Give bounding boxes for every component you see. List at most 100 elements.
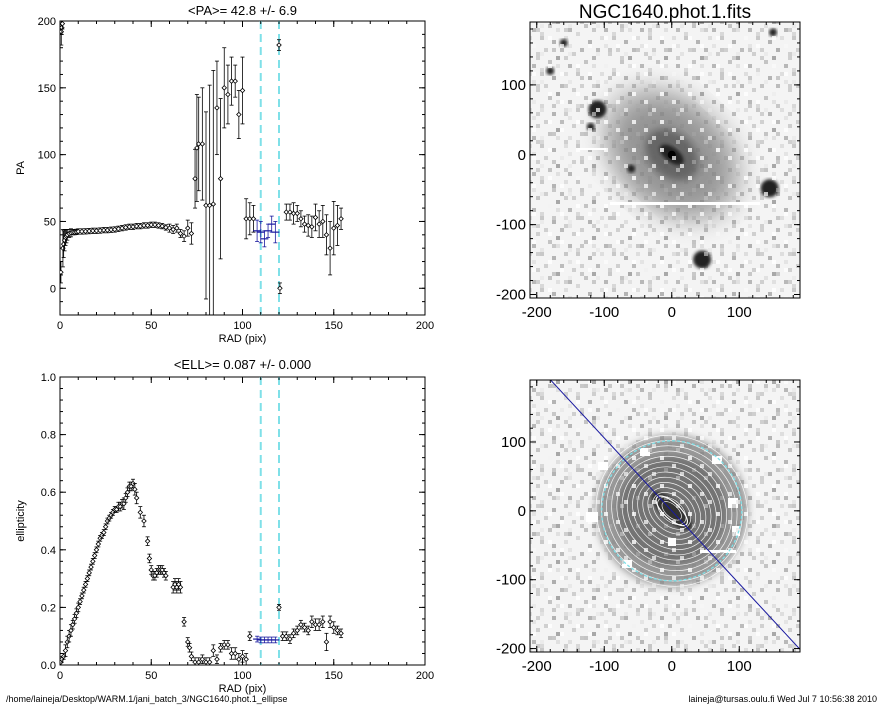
data-point [90, 558, 96, 565]
y-tick-label: -100 [496, 572, 526, 589]
data-point [137, 509, 144, 516]
data-point [119, 225, 125, 231]
data-point [320, 619, 326, 625]
data-point [277, 285, 283, 292]
data-point [236, 111, 242, 118]
x-tick-label: -100 [589, 658, 619, 675]
y-tick-label: 0.6 [41, 487, 56, 499]
y-tick-label: 0 [518, 147, 526, 164]
data-point [177, 584, 184, 591]
data-point [290, 630, 297, 637]
data-point [243, 216, 249, 222]
x-tick-label: 200 [416, 670, 434, 682]
data-point [126, 224, 133, 230]
data-point [334, 627, 341, 634]
y-tick-label: 0.4 [41, 545, 56, 557]
data-point [155, 222, 162, 229]
y-tick-label: 200 [38, 16, 56, 28]
data-point [338, 630, 344, 637]
isophote-ellipse [661, 501, 682, 521]
data-point [170, 226, 176, 233]
ellipticity-chart: 0 50 100 150 200 0.0 0.2 0.4 0.6 0.8 1.0 <ELL>= 0.0… [15, 357, 434, 695]
y-tick-label: 0.0 [41, 660, 56, 672]
data-point [195, 659, 202, 665]
y-tick-label: -200 [496, 287, 526, 304]
data-point [144, 222, 151, 229]
x-tick-label: 100 [233, 320, 251, 332]
isophote-ellipse [616, 455, 728, 566]
data-point [294, 210, 301, 217]
x-tick-label: 50 [145, 670, 157, 682]
data-point [144, 538, 151, 544]
data-point [217, 175, 224, 182]
isophote-ellipse [600, 440, 743, 582]
data-point [316, 221, 322, 227]
y-tick-label: 150 [38, 83, 56, 95]
y-tick-label: -100 [496, 217, 526, 234]
x-tick-label: 100 [727, 304, 752, 321]
data-point [75, 604, 82, 611]
data-point [327, 245, 333, 251]
footer-path: /home/laineja/Desktop/WARM.1/jani_batch_… [6, 694, 288, 704]
isophote-ellipse [632, 471, 712, 550]
data-point [287, 209, 293, 215]
x-tick-label: 0 [668, 658, 676, 675]
data-point [210, 647, 217, 654]
data-point [236, 656, 242, 663]
isophote-ellipse [642, 482, 702, 540]
data-point [192, 659, 198, 665]
data-point [232, 78, 238, 84]
data-point [188, 653, 195, 660]
data-point [122, 224, 129, 231]
data-point [214, 105, 220, 111]
data-point [82, 581, 89, 588]
isophote-ellipse [657, 496, 687, 525]
data-points [60, 21, 344, 315]
galaxy-image [530, 22, 800, 298]
isophote-ellipse [652, 492, 692, 530]
data-point [199, 656, 206, 663]
y-tick-label: 100 [501, 77, 526, 94]
major-axis-line [549, 380, 800, 651]
data-points [60, 478, 344, 665]
data-point [305, 222, 311, 229]
data-point [101, 227, 107, 233]
data-point [206, 659, 213, 665]
data-point [330, 624, 337, 631]
data-point [174, 225, 180, 231]
data-point [80, 587, 87, 593]
data-point [330, 225, 337, 231]
y-tick-label: 100 [38, 150, 56, 162]
data-point [101, 529, 107, 536]
data-point [338, 216, 344, 222]
x-tick-label: -100 [589, 304, 619, 321]
x-tick-label: 100 [727, 658, 752, 675]
data-point [294, 627, 301, 634]
data-point [334, 222, 341, 229]
data-point [79, 228, 85, 235]
y-axis-label: PA [15, 160, 27, 175]
pa-chart: 0 50 100 150 200 0 50 100 150 200 <PA>= 42.8 +/- 6… [15, 3, 434, 345]
data-point [133, 223, 140, 229]
data-point [84, 575, 91, 582]
data-point [316, 621, 322, 628]
x-tick-label: -200 [522, 304, 552, 321]
data-point [312, 621, 319, 628]
data-point [327, 619, 333, 625]
isophote-ellipse [611, 450, 733, 572]
data-point [199, 141, 206, 147]
data-point [221, 85, 228, 91]
x-axis-label: RAD (pix) [219, 683, 267, 695]
data-point [181, 233, 187, 239]
data-point [166, 225, 173, 231]
data-point [93, 547, 100, 553]
y-tick-label: -200 [496, 641, 526, 658]
data-point [137, 223, 144, 229]
y-tick-label: 0 [50, 283, 56, 295]
data-point [159, 223, 165, 229]
ellipse-fit-image [530, 380, 800, 652]
data-point [239, 87, 246, 94]
data-point [312, 214, 319, 221]
data-point [188, 230, 195, 237]
